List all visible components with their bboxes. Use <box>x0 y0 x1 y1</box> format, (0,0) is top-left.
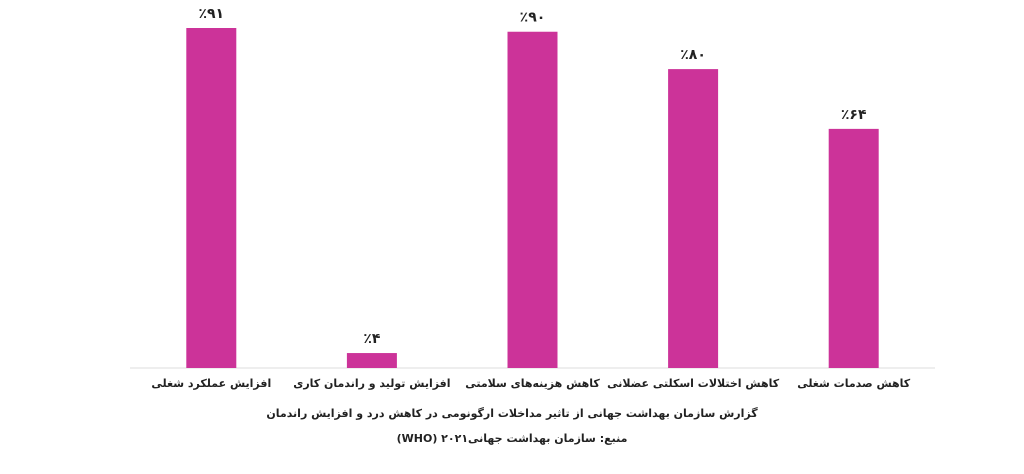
value-label: ٪۴ <box>363 331 381 347</box>
chart-subtitle: منبع: سازمان بهداشت جهانی۲۰۲۱ (WHO) <box>397 432 628 445</box>
bar <box>828 128 879 368</box>
value-label: ٪۶۴ <box>841 107 867 123</box>
x-tick-label: افزایش عملکرد شغلی <box>151 377 271 390</box>
bar <box>346 353 397 368</box>
value-label: ٪۹۱ <box>198 6 224 22</box>
bar <box>186 28 237 368</box>
bar <box>668 69 719 368</box>
x-tick-label: کاهش صدمات شغلی <box>797 377 911 390</box>
chart-title: گزارش سازمان بهداشت جهانی از تاثیر مداخل… <box>266 407 758 420</box>
x-tick-label: افزایش تولید و راندمان کاری <box>293 377 450 390</box>
value-label: ٪۹۰ <box>520 10 546 26</box>
x-tick-label: کاهش هزینه‌های سلامتی <box>465 377 600 390</box>
x-tick-label: کاهش اختلالات اسکلتی عضلانی <box>607 377 780 390</box>
bar <box>507 31 558 368</box>
value-label: ٪۸۰ <box>680 47 706 63</box>
